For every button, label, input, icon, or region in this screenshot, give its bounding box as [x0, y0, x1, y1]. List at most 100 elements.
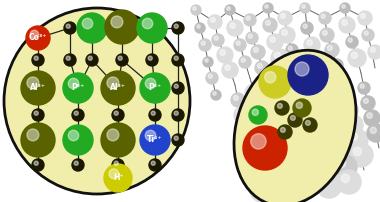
Circle shape: [307, 119, 314, 125]
Circle shape: [206, 72, 218, 84]
Circle shape: [239, 56, 251, 68]
Circle shape: [140, 73, 170, 103]
Circle shape: [306, 120, 310, 125]
Circle shape: [249, 99, 267, 117]
Circle shape: [325, 43, 339, 57]
Circle shape: [259, 66, 291, 98]
Circle shape: [72, 159, 84, 171]
Circle shape: [266, 160, 275, 169]
Circle shape: [251, 134, 266, 149]
Circle shape: [234, 39, 246, 51]
Circle shape: [112, 159, 124, 171]
Circle shape: [294, 149, 322, 177]
Circle shape: [358, 82, 370, 94]
Circle shape: [261, 155, 287, 181]
Circle shape: [263, 18, 277, 32]
Circle shape: [300, 101, 318, 119]
Circle shape: [244, 14, 256, 26]
Circle shape: [191, 5, 201, 15]
Circle shape: [255, 127, 277, 149]
Circle shape: [32, 159, 44, 171]
Circle shape: [328, 45, 332, 50]
Circle shape: [101, 71, 135, 105]
Circle shape: [278, 125, 292, 139]
Circle shape: [247, 153, 255, 161]
Circle shape: [233, 96, 238, 100]
Text: Co³⁺: Co³⁺: [29, 34, 47, 42]
Circle shape: [250, 167, 259, 176]
Circle shape: [217, 47, 233, 63]
Circle shape: [64, 54, 76, 66]
Circle shape: [289, 111, 296, 119]
Circle shape: [227, 20, 243, 36]
Circle shape: [286, 44, 298, 56]
Circle shape: [111, 16, 123, 28]
Circle shape: [222, 62, 238, 78]
Circle shape: [271, 107, 276, 112]
Circle shape: [88, 56, 92, 60]
Circle shape: [340, 3, 350, 13]
Circle shape: [342, 20, 347, 25]
Circle shape: [205, 59, 208, 62]
Circle shape: [296, 86, 314, 104]
Circle shape: [172, 109, 184, 121]
Circle shape: [146, 54, 158, 66]
Circle shape: [140, 125, 170, 155]
Circle shape: [77, 13, 107, 43]
Circle shape: [249, 106, 267, 124]
Circle shape: [86, 54, 98, 66]
Circle shape: [231, 93, 245, 107]
Ellipse shape: [234, 50, 356, 202]
Circle shape: [324, 113, 342, 131]
Circle shape: [302, 5, 305, 8]
Circle shape: [237, 121, 255, 139]
Circle shape: [282, 93, 302, 113]
Circle shape: [275, 101, 289, 115]
Circle shape: [298, 164, 326, 192]
Circle shape: [264, 72, 276, 83]
Circle shape: [293, 99, 311, 117]
Circle shape: [267, 93, 271, 97]
Circle shape: [74, 161, 78, 165]
Circle shape: [174, 24, 178, 28]
Circle shape: [296, 102, 302, 108]
Circle shape: [280, 80, 296, 96]
Circle shape: [270, 37, 276, 42]
Circle shape: [208, 74, 212, 78]
Circle shape: [114, 111, 118, 115]
Circle shape: [4, 8, 190, 194]
Circle shape: [213, 92, 216, 95]
Text: P⁵⁺: P⁵⁺: [149, 83, 162, 93]
Circle shape: [237, 110, 242, 115]
Circle shape: [105, 10, 139, 44]
Circle shape: [243, 126, 287, 170]
Circle shape: [321, 177, 330, 186]
Circle shape: [230, 23, 235, 28]
Circle shape: [118, 56, 122, 60]
Circle shape: [149, 159, 161, 171]
Circle shape: [320, 28, 334, 42]
Circle shape: [268, 105, 282, 119]
Circle shape: [263, 3, 273, 13]
Circle shape: [246, 16, 250, 20]
Circle shape: [312, 157, 338, 183]
Circle shape: [277, 136, 283, 142]
Circle shape: [109, 169, 119, 179]
Circle shape: [151, 161, 155, 165]
Circle shape: [333, 61, 337, 65]
Circle shape: [208, 15, 222, 29]
Circle shape: [300, 3, 310, 13]
Circle shape: [252, 109, 258, 116]
Circle shape: [269, 175, 279, 184]
Circle shape: [197, 25, 200, 28]
Circle shape: [265, 170, 291, 196]
Circle shape: [64, 22, 76, 34]
Circle shape: [107, 129, 119, 141]
Circle shape: [137, 13, 167, 43]
Circle shape: [312, 57, 317, 62]
Circle shape: [288, 121, 312, 145]
Circle shape: [145, 78, 156, 89]
Circle shape: [290, 58, 304, 72]
Circle shape: [339, 17, 355, 33]
Circle shape: [34, 161, 38, 165]
